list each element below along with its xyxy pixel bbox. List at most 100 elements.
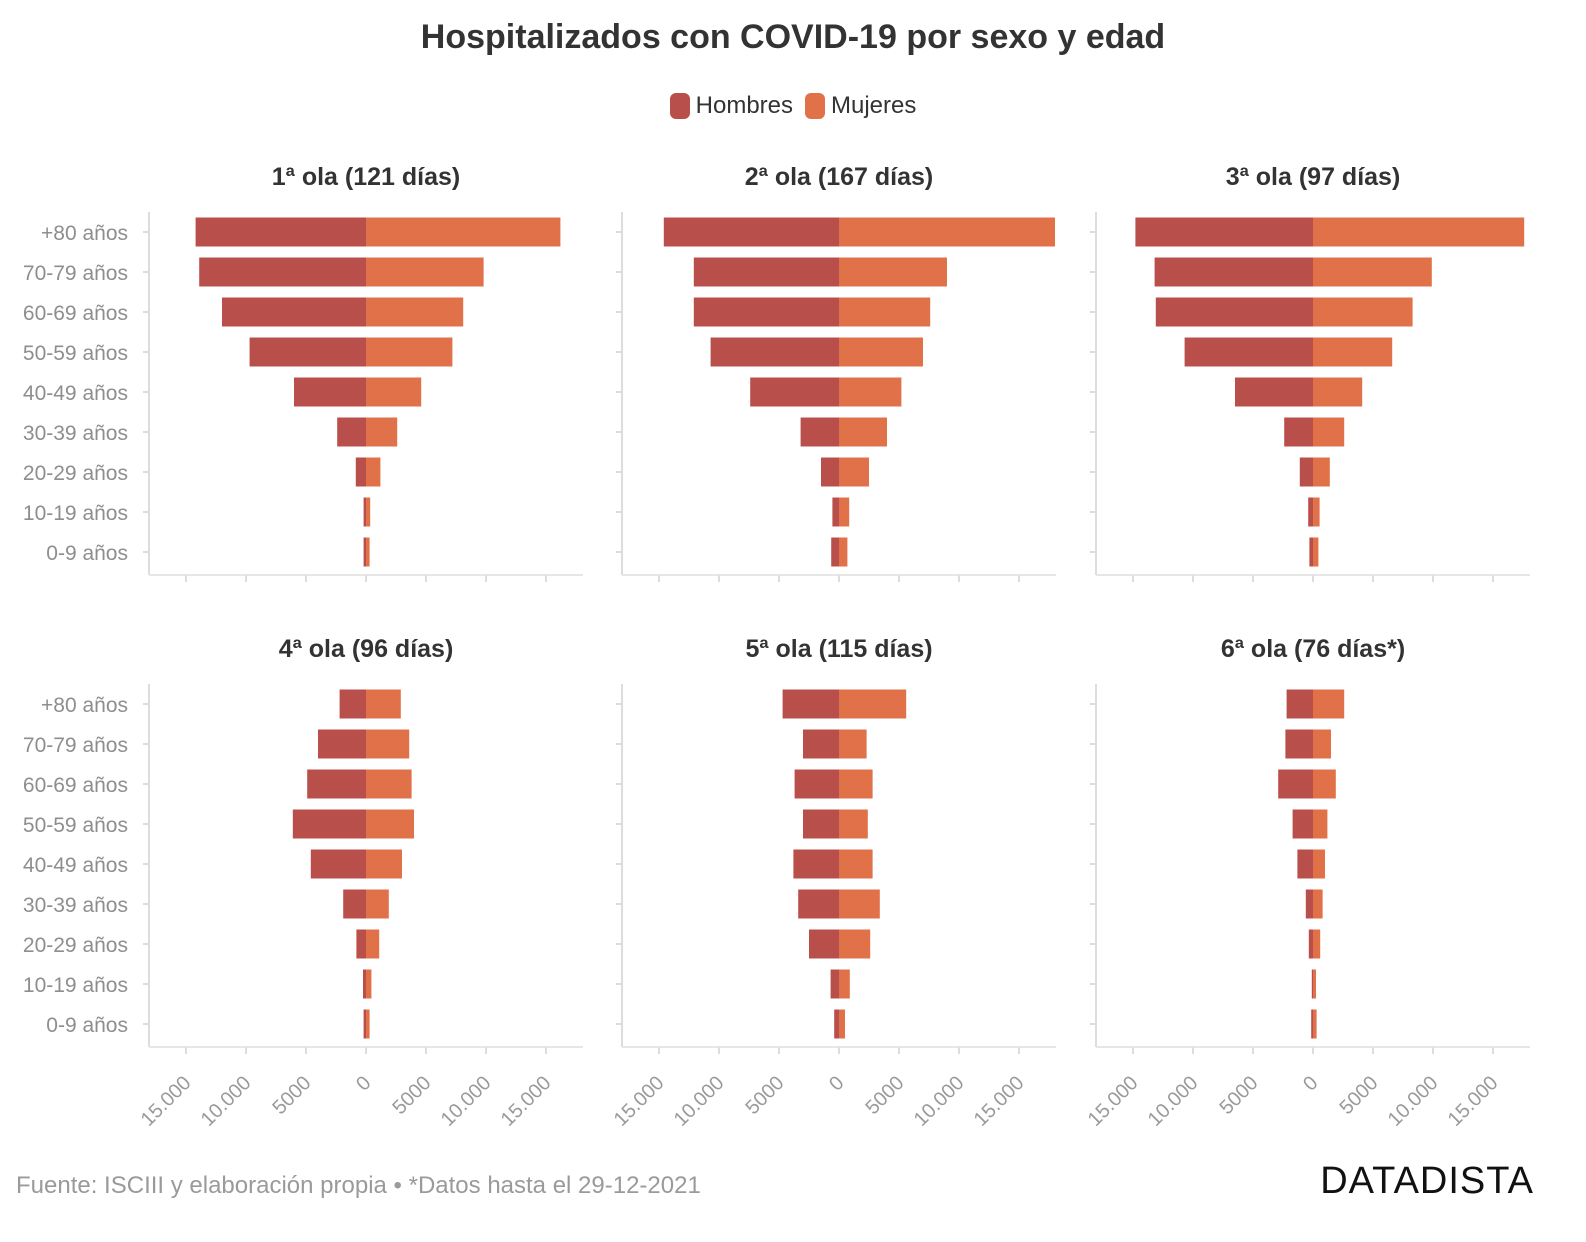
- bar-hombres: [307, 769, 366, 799]
- x-tick-label: 10.000: [437, 1072, 496, 1131]
- bar-hombres: [803, 809, 839, 839]
- bar-hombres: [809, 929, 839, 959]
- bar-hombres: [363, 537, 366, 567]
- bar-hombres: [1299, 457, 1313, 487]
- x-tick-label: 15.000: [1084, 1072, 1143, 1131]
- y-tick-label: 0-9 años: [46, 1014, 128, 1037]
- bar-hombres: [343, 889, 366, 919]
- bar-mujeres: [839, 377, 902, 407]
- x-tick-label: 5000: [269, 1072, 316, 1119]
- bar-mujeres: [366, 849, 402, 879]
- bar-mujeres: [839, 217, 1055, 247]
- bar-hombres: [821, 457, 839, 487]
- bar-mujeres: [839, 257, 947, 287]
- bar-hombres: [663, 217, 839, 247]
- x-tick-label: 10.000: [1144, 1072, 1203, 1131]
- bar-mujeres: [366, 929, 380, 959]
- panel-title: 2ª ola (167 días): [745, 163, 934, 191]
- panel-3: 3ª ola (97 días): [1090, 163, 1530, 582]
- bar-hombres: [356, 929, 366, 959]
- bar-mujeres: [1313, 257, 1432, 287]
- source-note: Fuente: ISCIII y elaboración propia • *D…: [16, 1172, 701, 1199]
- bar-mujeres: [839, 497, 850, 527]
- bar-mujeres: [1313, 497, 1320, 527]
- bar-mujeres: [366, 889, 389, 919]
- bar-hombres: [249, 337, 366, 367]
- bar-mujeres: [839, 1009, 845, 1039]
- bar-hombres: [693, 257, 839, 287]
- y-tick-label: 20-29 años: [23, 462, 128, 485]
- x-tick-label: 10.000: [1384, 1072, 1443, 1131]
- bar-mujeres: [1313, 689, 1345, 719]
- x-tick-label: 15.000: [137, 1072, 196, 1131]
- bar-mujeres: [1313, 377, 1363, 407]
- bar-hombres: [834, 1009, 839, 1039]
- bar-mujeres: [839, 729, 867, 759]
- bar-hombres: [832, 497, 839, 527]
- legend-label-mujeres: Mujeres: [831, 92, 917, 119]
- bar-hombres: [1155, 297, 1313, 327]
- bar-mujeres: [839, 457, 869, 487]
- y-tick-label: 60-69 años: [23, 302, 128, 325]
- bar-hombres: [1311, 969, 1313, 999]
- bar-hombres: [782, 689, 839, 719]
- bar-hombres: [1308, 929, 1313, 959]
- bar-hombres: [337, 417, 366, 447]
- bar-hombres: [1284, 417, 1313, 447]
- x-tick-label: 5000: [1216, 1072, 1263, 1119]
- bar-hombres: [1286, 689, 1313, 719]
- x-tick-label: 5000: [1336, 1072, 1383, 1119]
- bar-hombres: [363, 1009, 366, 1039]
- bar-mujeres: [839, 849, 873, 879]
- bar-mujeres: [839, 689, 907, 719]
- bar-mujeres: [366, 297, 464, 327]
- y-tick-label: 40-49 años: [23, 382, 128, 405]
- x-tick-label: 0: [1299, 1072, 1322, 1095]
- y-tick-label: 30-39 años: [23, 894, 128, 917]
- bar-mujeres: [366, 217, 561, 247]
- y-tick-label: 10-19 años: [23, 502, 128, 525]
- bar-hombres: [798, 889, 839, 919]
- y-tick-label: 70-79 años: [23, 734, 128, 757]
- bar-mujeres: [366, 497, 371, 527]
- bar-mujeres: [839, 297, 931, 327]
- chart-title: Hospitalizados con COVID-19 por sexo y e…: [420, 18, 1166, 56]
- bar-mujeres: [366, 1009, 370, 1039]
- bar-hombres: [831, 537, 839, 567]
- bar-mujeres: [366, 729, 410, 759]
- bar-hombres: [1309, 537, 1313, 567]
- bar-hombres: [199, 257, 366, 287]
- bar-hombres: [800, 417, 839, 447]
- bar-hombres: [363, 497, 366, 527]
- x-tick-label: 0: [825, 1072, 848, 1095]
- x-tick-label: 10.000: [670, 1072, 729, 1131]
- bar-hombres: [693, 297, 839, 327]
- bar-mujeres: [1313, 849, 1325, 879]
- y-tick-label: 70-79 años: [23, 262, 128, 285]
- bar-mujeres: [366, 257, 484, 287]
- bar-mujeres: [1313, 929, 1321, 959]
- legend: Hombres Mujeres: [0, 92, 1586, 120]
- legend-swatch-hombres: [669, 93, 690, 119]
- legend-item-hombres[interactable]: Hombres: [669, 92, 793, 120]
- bar-hombres: [803, 729, 839, 759]
- bar-hombres: [710, 337, 839, 367]
- bar-mujeres: [1313, 769, 1336, 799]
- bar-hombres: [1297, 849, 1313, 879]
- legend-item-mujeres[interactable]: Mujeres: [805, 92, 916, 120]
- bar-mujeres: [366, 769, 412, 799]
- bar-mujeres: [1313, 297, 1413, 327]
- bar-mujeres: [1313, 417, 1345, 447]
- bar-hombres: [794, 769, 839, 799]
- bar-hombres: [1308, 497, 1313, 527]
- y-tick-label: +80 años: [41, 222, 128, 245]
- y-tick-label: 50-59 años: [23, 342, 128, 365]
- bar-mujeres: [839, 929, 871, 959]
- x-tick-label: 15.000: [1444, 1072, 1503, 1131]
- panel-2: 2ª ola (167 días): [616, 163, 1056, 582]
- bar-hombres: [793, 849, 839, 879]
- bar-mujeres: [1313, 889, 1323, 919]
- bar-mujeres: [366, 809, 414, 839]
- bar-hombres: [363, 969, 366, 999]
